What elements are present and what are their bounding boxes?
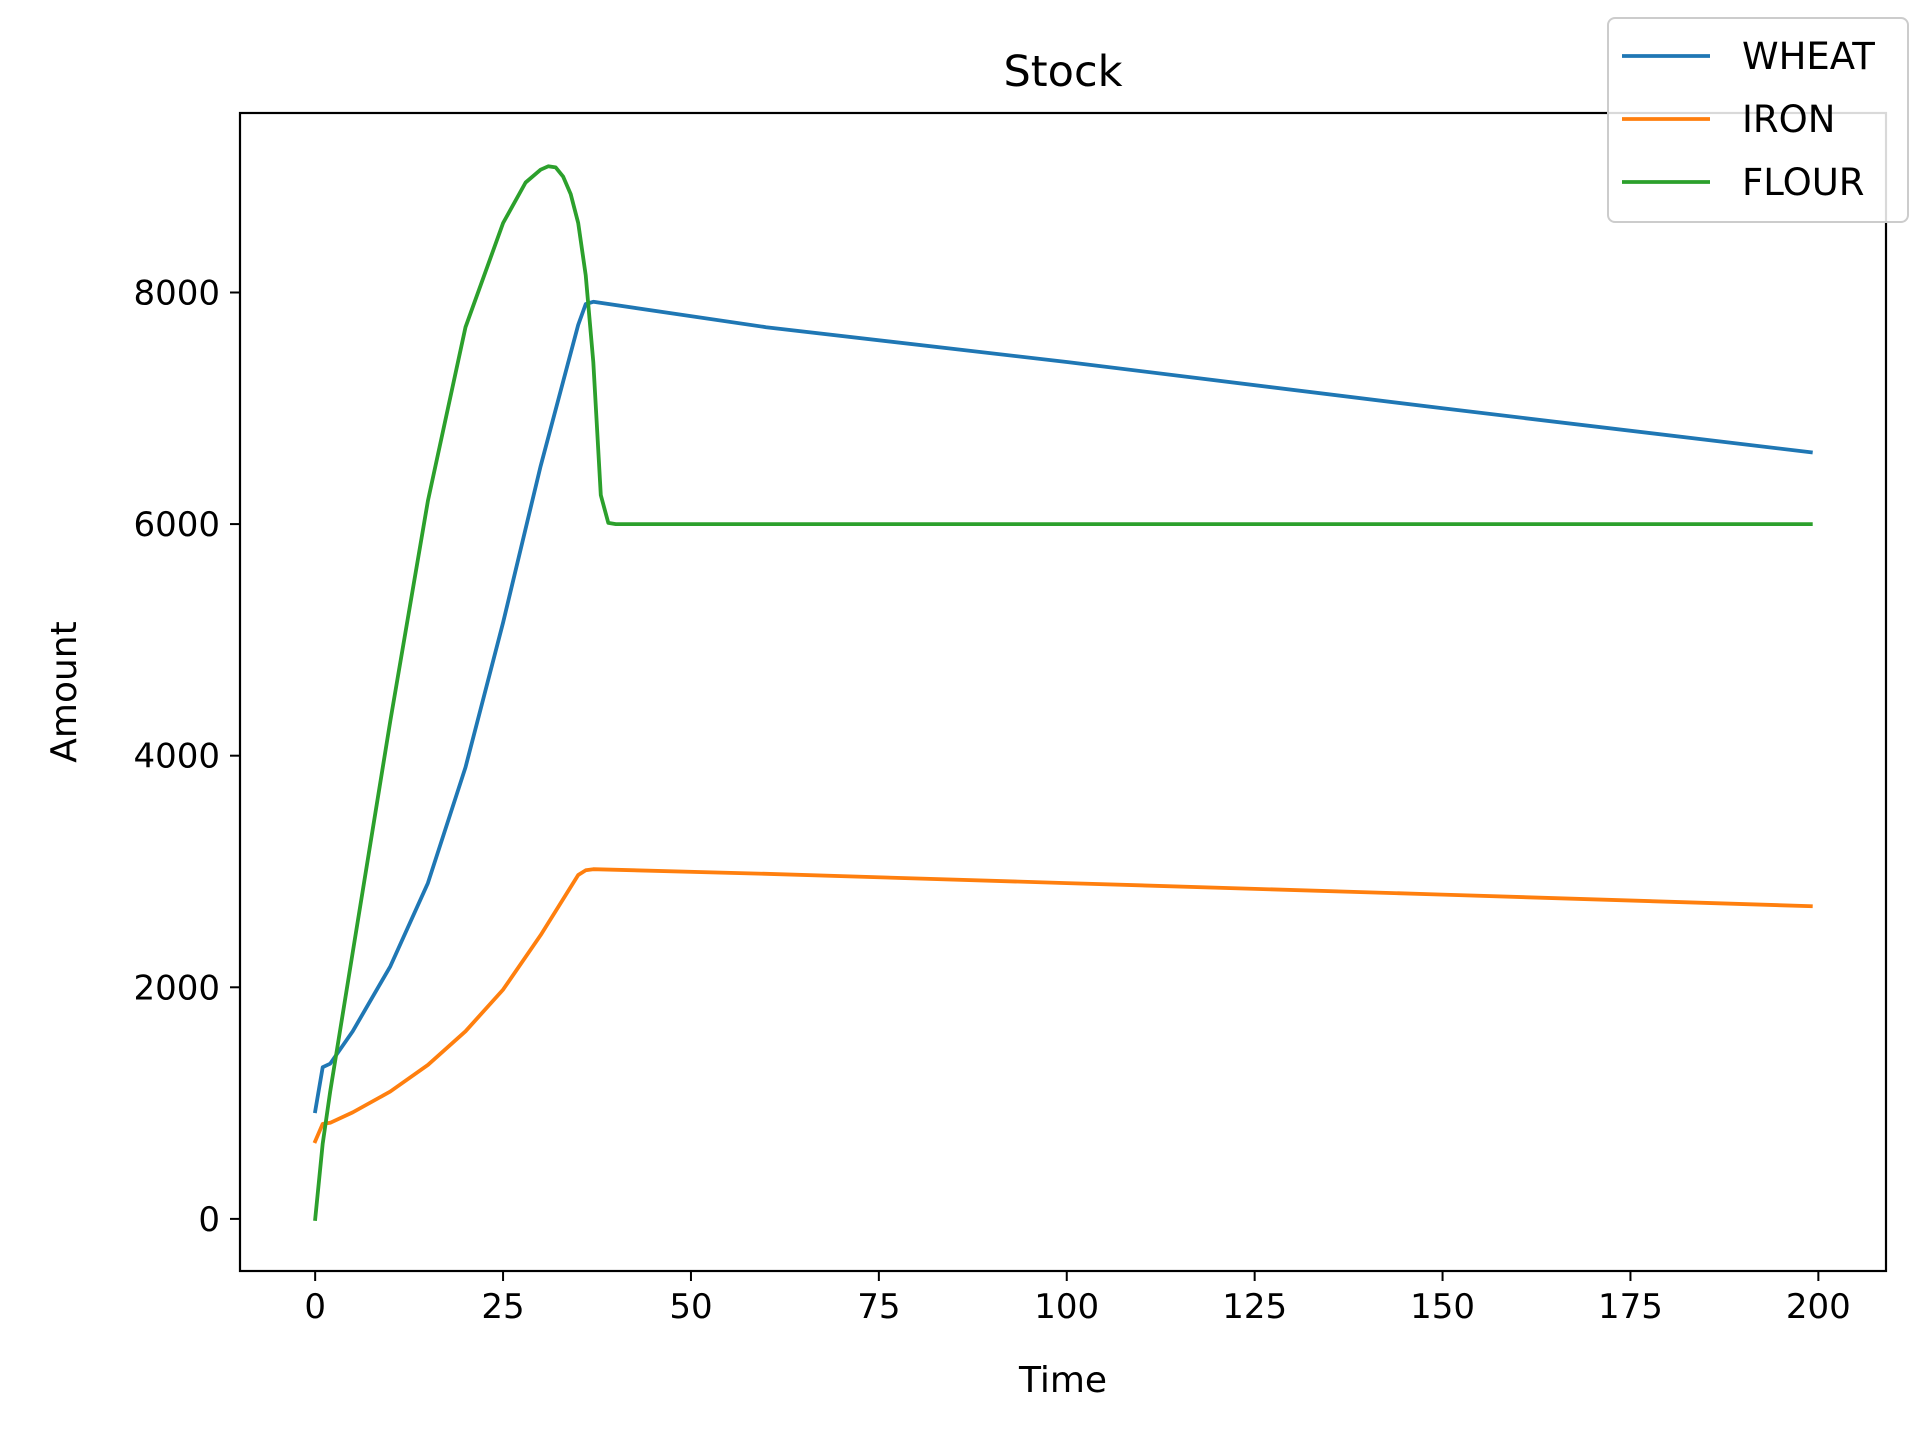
legend-label-flour: FLOUR — [1742, 161, 1865, 204]
x-tick-label: 0 — [304, 1287, 326, 1327]
legend-label-wheat: WHEAT — [1742, 35, 1875, 78]
series-line-flour — [313, 164, 1813, 1221]
x-tick-label: 125 — [1222, 1287, 1287, 1327]
series-layer — [312, 164, 1813, 1221]
y-tick-label: 2000 — [133, 968, 220, 1008]
plot-area-frame — [238, 111, 1888, 1273]
y-tick-label: 6000 — [133, 505, 220, 545]
y-tick-label: 4000 — [133, 737, 220, 777]
x-tick-label: 200 — [1786, 1287, 1851, 1327]
x-tick-label: 75 — [857, 1287, 900, 1327]
series-line-iron — [312, 867, 1813, 1144]
series-line-wheat — [313, 299, 1813, 1114]
y-tick-label: 8000 — [133, 273, 220, 313]
x-tick-label: 25 — [481, 1287, 524, 1327]
x-tick-label: 175 — [1598, 1287, 1663, 1327]
x-tick-label: 50 — [669, 1287, 712, 1327]
y-tick-label: 0 — [198, 1200, 220, 1240]
legend-frame — [1607, 17, 1909, 223]
chart-title: Stock — [1003, 47, 1122, 97]
y-axis: 0 2000 4000 6000 8000 — [133, 273, 240, 1240]
legend-label-iron: IRON — [1742, 98, 1835, 141]
legend: WHEAT IRON FLOUR — [1607, 17, 1909, 223]
y-axis-label: Amount — [44, 621, 85, 762]
x-tick-label: 100 — [1034, 1287, 1099, 1327]
x-axis: 0 25 50 75 100 125 150 175 200 — [304, 1271, 1851, 1327]
x-tick-label: 150 — [1410, 1287, 1475, 1327]
x-axis-label: Time — [1018, 1360, 1107, 1401]
